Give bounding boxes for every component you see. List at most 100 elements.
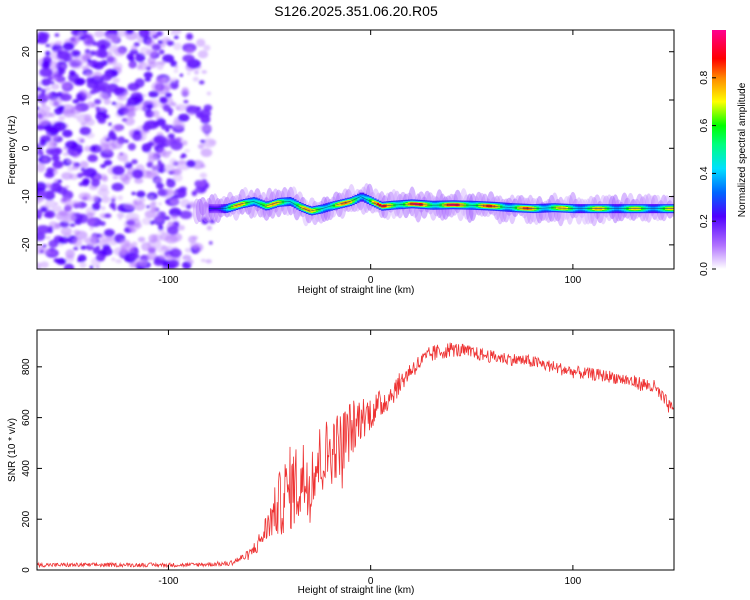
noise-blob xyxy=(69,70,76,76)
noise-blob xyxy=(171,30,182,35)
trace-cell xyxy=(301,206,304,209)
noise-blob xyxy=(147,246,157,253)
trace-cell xyxy=(240,202,244,206)
noise-blob xyxy=(142,123,152,131)
noise-blob xyxy=(111,165,125,176)
noise-blob xyxy=(209,241,213,245)
trace-cell xyxy=(359,195,362,199)
y-tick-label: -20 xyxy=(21,237,32,252)
noise-blob xyxy=(89,265,94,269)
y-tick-label: 10 xyxy=(21,94,32,106)
noise-blob xyxy=(59,80,65,85)
noise-blob xyxy=(177,113,190,122)
x-tick-label: 0 xyxy=(368,275,374,286)
noise-blob xyxy=(131,253,140,259)
noise-blob xyxy=(37,39,41,44)
noise-blob xyxy=(49,97,63,108)
noise-blob xyxy=(157,147,167,157)
trace-cell xyxy=(354,198,358,201)
noise-blob xyxy=(123,202,135,211)
noise-blob xyxy=(185,33,194,41)
noise-blob xyxy=(42,157,49,162)
noise-blob xyxy=(162,104,171,112)
noise-blob xyxy=(39,249,44,254)
noise-blob xyxy=(57,258,66,264)
noise-blob xyxy=(111,257,116,262)
noise-blob xyxy=(54,202,58,206)
noise-blob xyxy=(177,159,186,165)
y-tick-label: 0 xyxy=(21,145,32,151)
noise-blob xyxy=(111,182,124,192)
x-tick-label: -100 xyxy=(158,275,178,286)
noise-blob xyxy=(162,83,172,91)
noise-blob xyxy=(37,117,50,127)
snr-y-label: SNR (10 * v/v) xyxy=(7,418,18,482)
y-tick-label: 800 xyxy=(21,358,32,375)
snr-series-line xyxy=(37,342,674,569)
trace-cell xyxy=(303,207,307,210)
colorbar-gradient xyxy=(712,30,726,269)
noise-blob xyxy=(146,38,156,47)
noise-blob xyxy=(55,222,61,229)
noise-blob xyxy=(134,177,144,184)
noise-blob xyxy=(58,209,69,217)
trace-cell xyxy=(376,202,379,206)
noise-blob xyxy=(179,210,193,220)
noise-blob xyxy=(87,154,98,163)
noise-blob xyxy=(45,50,51,57)
noise-blob xyxy=(115,259,122,264)
trace-cell xyxy=(361,195,365,199)
noise-blob xyxy=(170,198,179,205)
noise-blob xyxy=(169,248,182,258)
noise-blob xyxy=(37,262,42,268)
noise-blob xyxy=(172,119,182,126)
noise-blob xyxy=(186,204,192,210)
noise-blob xyxy=(150,207,156,213)
noise-blob xyxy=(167,259,180,269)
noise-blob xyxy=(121,243,135,253)
snr-panel: -100 0 100 0 200 400 600 800 Height of straigh… xyxy=(7,329,675,596)
y-tick-label: 200 xyxy=(21,510,32,527)
noise-blob xyxy=(83,167,97,178)
noise-blob xyxy=(126,96,142,106)
noise-blob xyxy=(141,217,151,226)
noise-blob xyxy=(170,140,183,151)
noise-blob xyxy=(101,144,110,153)
noise-blob xyxy=(185,105,200,115)
noise-blob xyxy=(101,176,109,182)
noise-blob xyxy=(111,101,117,106)
noise-blob xyxy=(100,163,107,169)
noise-blob xyxy=(191,235,199,240)
noise-blob xyxy=(43,190,55,201)
noise-blob xyxy=(37,109,46,119)
noise-blob xyxy=(112,175,119,180)
noise-blob xyxy=(165,92,172,98)
noise-blob xyxy=(75,77,86,86)
noise-blob xyxy=(37,86,42,92)
noise-blob xyxy=(110,195,117,201)
noise-blob xyxy=(67,58,79,68)
noise-blob xyxy=(181,87,189,94)
noise-blob xyxy=(41,78,52,86)
noise-blob xyxy=(157,40,164,45)
noise-blob xyxy=(40,101,47,107)
trace-cell xyxy=(371,200,375,204)
noise-blob xyxy=(123,91,130,96)
noise-blob xyxy=(200,139,206,143)
noise-blob xyxy=(145,103,154,109)
noise-blob xyxy=(146,205,150,209)
trace-cell xyxy=(225,207,229,210)
noise-blob xyxy=(181,140,188,146)
noise-blob xyxy=(107,83,119,93)
noise-blob xyxy=(112,77,120,84)
noise-blob xyxy=(70,50,81,58)
noise-blob xyxy=(126,53,134,61)
trace-cell xyxy=(327,205,331,209)
noise-blob xyxy=(124,117,135,126)
noise-blob xyxy=(179,73,184,77)
noise-blob xyxy=(169,80,179,90)
noise-blob xyxy=(200,258,206,263)
noise-blob xyxy=(89,226,94,231)
noise-blob xyxy=(54,147,63,155)
